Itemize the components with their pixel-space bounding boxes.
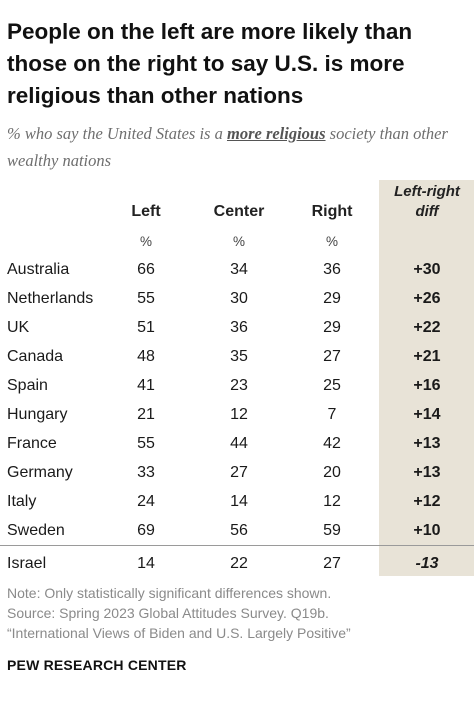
value-left: 41 <box>137 377 155 394</box>
value-left: 21 <box>137 406 155 423</box>
table-row: UK 51 36 29 +22 <box>0 313 474 342</box>
value-right: 29 <box>323 290 341 307</box>
country-label: Germany <box>7 464 73 481</box>
column-header-right: Right <box>311 203 353 220</box>
table-row: Hungary 21 12 7 +14 <box>0 400 474 429</box>
israel-separator <box>0 545 474 546</box>
table-row: Australia 66 34 36 +30 <box>0 255 474 284</box>
table-row: Canada 48 35 27 +21 <box>0 342 474 371</box>
diff-header-line2: diff <box>415 203 439 220</box>
value-right: 27 <box>323 348 341 365</box>
diff-header-line1: Left-right <box>394 183 460 200</box>
value-center: 36 <box>230 319 248 336</box>
table-row: Spain 41 23 25 +16 <box>0 371 474 400</box>
value-diff: +16 <box>413 377 441 394</box>
country-label: Sweden <box>7 522 65 539</box>
pct-label-right: % <box>325 234 338 249</box>
subtitle-before: % who say the United States is a <box>7 124 227 143</box>
value-center: 27 <box>230 464 248 481</box>
country-label: Canada <box>7 348 64 365</box>
value-diff: +12 <box>413 493 441 510</box>
value-diff: +22 <box>413 319 441 336</box>
value-right: 42 <box>323 435 341 452</box>
value-diff: +13 <box>413 464 441 481</box>
value-diff: +26 <box>413 290 441 307</box>
value-left: 51 <box>137 319 155 336</box>
country-label: Spain <box>7 377 48 394</box>
subtitle-after: society than other wealthy nations <box>7 124 448 170</box>
column-header-center: Center <box>213 203 265 220</box>
table-row: Netherlands 55 30 29 +26 <box>0 284 474 313</box>
table-row: Germany 33 27 20 +13 <box>0 458 474 487</box>
value-center: 35 <box>230 348 248 365</box>
value-left: 55 <box>137 435 155 452</box>
value-left: 66 <box>137 261 155 278</box>
country-label: Australia <box>7 261 70 278</box>
value-center: 12 <box>230 406 248 423</box>
source-line: Source: Spring 2023 Global Attitudes Sur… <box>7 605 329 621</box>
value-right: 20 <box>323 464 341 481</box>
value-right: 27 <box>323 555 341 572</box>
value-left: 24 <box>137 493 155 510</box>
chart-title: People on the left are more likely than … <box>7 19 413 108</box>
diff-column-background <box>379 180 474 576</box>
value-center: 22 <box>230 555 248 572</box>
value-right: 25 <box>323 377 341 394</box>
value-right: 29 <box>323 319 341 336</box>
value-center: 44 <box>230 435 248 452</box>
value-left: 48 <box>137 348 155 365</box>
table-row: France 55 44 42 +13 <box>0 429 474 458</box>
value-left: 33 <box>137 464 155 481</box>
value-center: 23 <box>230 377 248 394</box>
country-label: France <box>7 435 57 452</box>
value-left: 14 <box>137 555 155 572</box>
country-label: UK <box>7 319 30 336</box>
country-label: Italy <box>7 493 37 510</box>
value-center: 56 <box>230 522 248 539</box>
pct-label-center: % <box>232 234 245 249</box>
value-diff: +21 <box>413 348 441 365</box>
subtitle-emphasis: more religious <box>226 124 326 143</box>
value-center: 14 <box>230 493 248 510</box>
report-line: “International Views of Biden and U.S. L… <box>7 625 351 641</box>
pew-research-center-logo: PEW RESEARCH CENTER <box>7 657 187 673</box>
table-row: Sweden 69 56 59 +10 <box>0 516 474 545</box>
country-label: Israel <box>7 555 47 572</box>
value-left: 55 <box>137 290 155 307</box>
table-row: Italy 24 14 12 +12 <box>0 487 474 516</box>
value-diff: +14 <box>413 406 441 423</box>
value-right: 12 <box>323 493 341 510</box>
table-row: Israel 14 22 27 -13 <box>0 549 474 578</box>
value-left: 69 <box>137 522 155 539</box>
value-right: 59 <box>323 522 341 539</box>
column-header-left: Left <box>131 203 161 220</box>
value-diff: -13 <box>415 555 439 572</box>
country-label: Netherlands <box>7 290 94 307</box>
note-line: Note: Only statistically significant dif… <box>7 585 332 601</box>
chart-subtitle: % who say the United States is a more re… <box>7 120 467 174</box>
value-diff: +13 <box>413 435 441 452</box>
value-diff: +30 <box>413 261 441 278</box>
pct-label-left: % <box>139 234 152 249</box>
value-diff: +10 <box>413 522 441 539</box>
value-right: 36 <box>323 261 341 278</box>
value-center: 34 <box>230 261 248 278</box>
country-label: Hungary <box>7 406 68 423</box>
value-right: 7 <box>327 406 337 423</box>
value-center: 30 <box>230 290 248 307</box>
